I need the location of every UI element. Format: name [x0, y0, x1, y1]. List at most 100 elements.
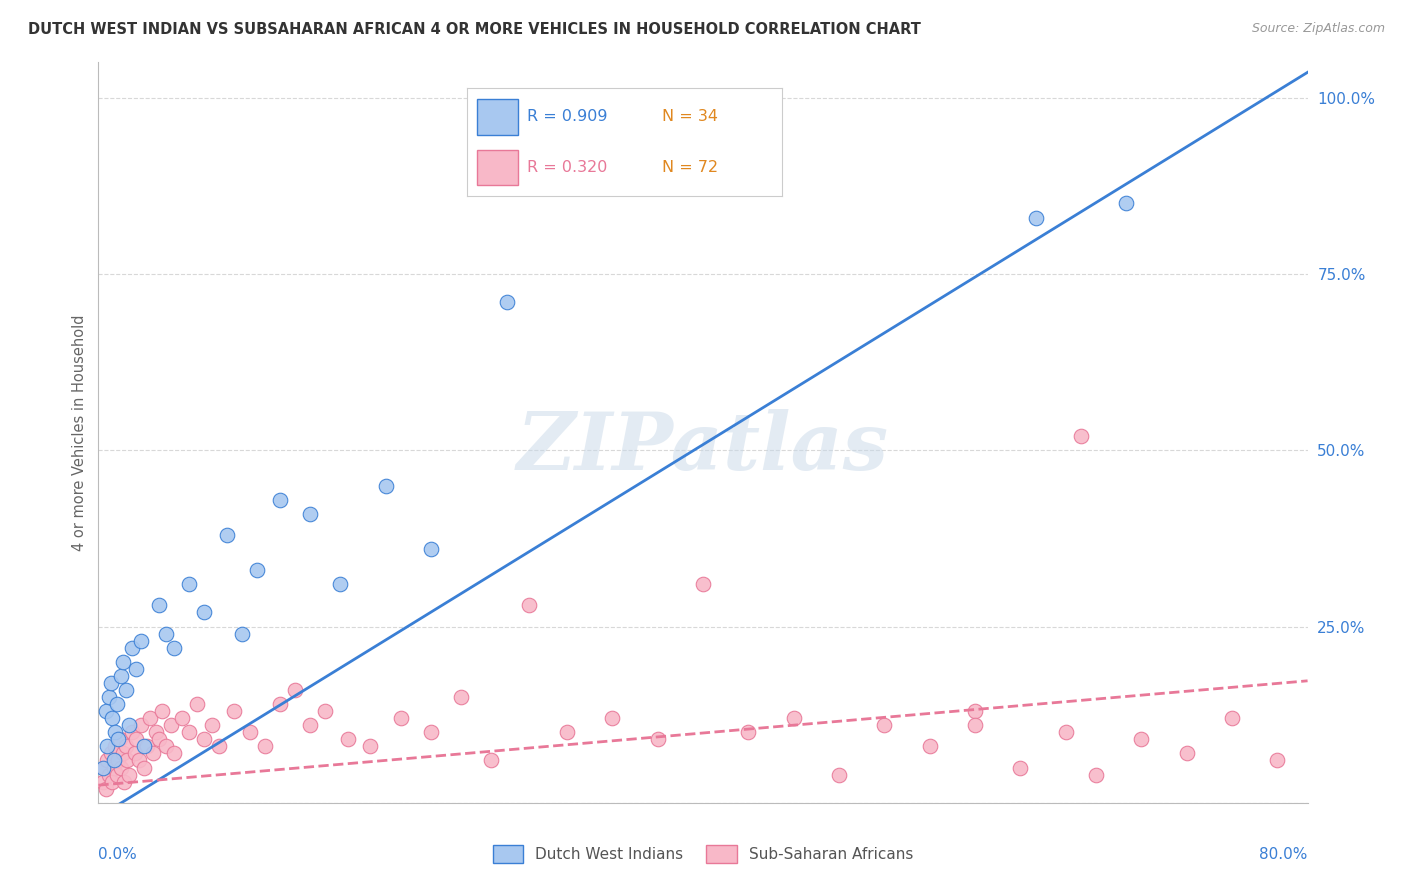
Point [555, 725, 578, 739]
Point [828, 767, 851, 781]
Point [231, 626, 253, 640]
Y-axis label: 4 or more Vehicles in Household: 4 or more Vehicles in Household [72, 314, 87, 551]
Point [1267, 754, 1289, 768]
Point [163, 640, 186, 655]
Point [148, 732, 170, 747]
Point [91, 760, 114, 774]
Point [101, 711, 124, 725]
Point [737, 725, 759, 739]
Point [420, 725, 443, 739]
Point [93, 760, 115, 774]
Point [124, 747, 146, 761]
Point [103, 760, 125, 774]
Point [98, 767, 121, 781]
Point [201, 718, 224, 732]
Point [965, 704, 987, 718]
Point [208, 739, 231, 754]
Point [111, 747, 134, 761]
Point [94, 781, 117, 796]
Point [145, 725, 167, 739]
Point [96, 739, 118, 754]
Point [420, 541, 443, 556]
Point [1115, 196, 1137, 211]
Point [110, 669, 132, 683]
Point [918, 739, 941, 754]
Point [118, 718, 141, 732]
Text: 0.0%: 0.0% [98, 847, 138, 863]
Point [179, 577, 201, 591]
Point [91, 774, 114, 789]
Point [314, 704, 336, 718]
Point [107, 732, 129, 747]
Point [155, 626, 177, 640]
Point [1130, 732, 1153, 747]
Point [139, 711, 162, 725]
Text: Source: ZipAtlas.com: Source: ZipAtlas.com [1251, 22, 1385, 36]
Point [389, 711, 412, 725]
Point [450, 690, 472, 704]
Point [269, 697, 291, 711]
Point [253, 739, 276, 754]
Point [215, 528, 238, 542]
Point [103, 754, 125, 768]
Point [118, 767, 141, 781]
Point [129, 718, 152, 732]
Point [98, 690, 121, 704]
Point [111, 655, 134, 669]
Point [193, 732, 215, 747]
Point [104, 725, 127, 739]
Point [163, 747, 186, 761]
Text: 80.0%: 80.0% [1260, 847, 1308, 863]
Point [1175, 747, 1198, 761]
Point [96, 754, 118, 768]
Point [125, 732, 148, 747]
Point [148, 599, 170, 613]
Point [602, 711, 624, 725]
Point [329, 577, 352, 591]
Point [125, 662, 148, 676]
Point [100, 676, 122, 690]
Point [132, 760, 155, 774]
Point [284, 683, 307, 698]
Point [114, 739, 136, 754]
Point [360, 739, 382, 754]
Point [121, 640, 143, 655]
Point [170, 711, 193, 725]
Point [269, 492, 291, 507]
Point [193, 606, 215, 620]
Point [224, 704, 246, 718]
Point [115, 754, 138, 768]
Point [1070, 429, 1092, 443]
Point [104, 739, 127, 754]
Point [239, 725, 262, 739]
Text: ZIPatlas: ZIPatlas [517, 409, 889, 486]
Point [112, 774, 135, 789]
Point [336, 732, 359, 747]
Point [114, 683, 136, 698]
Point [1085, 767, 1108, 781]
Text: DUTCH WEST INDIAN VS SUBSAHARAN AFRICAN 4 OR MORE VEHICLES IN HOUSEHOLD CORRELAT: DUTCH WEST INDIAN VS SUBSAHARAN AFRICAN … [28, 22, 921, 37]
Point [783, 711, 806, 725]
Point [246, 563, 269, 577]
Point [121, 725, 143, 739]
Point [481, 754, 503, 768]
Point [107, 754, 129, 768]
Point [495, 295, 517, 310]
Point [1010, 760, 1032, 774]
Point [160, 718, 183, 732]
Point [110, 760, 132, 774]
Point [299, 507, 322, 521]
Point [142, 747, 165, 761]
Point [517, 599, 540, 613]
Point [132, 739, 155, 754]
Point [965, 718, 987, 732]
Point [100, 747, 122, 761]
Point [94, 704, 117, 718]
Point [692, 577, 714, 591]
Point [105, 697, 128, 711]
Point [150, 704, 173, 718]
Point [1054, 725, 1077, 739]
Point [299, 718, 322, 732]
Point [135, 739, 157, 754]
Legend: Dutch West Indians, Sub-Saharan Africans: Dutch West Indians, Sub-Saharan Africans [486, 839, 920, 869]
